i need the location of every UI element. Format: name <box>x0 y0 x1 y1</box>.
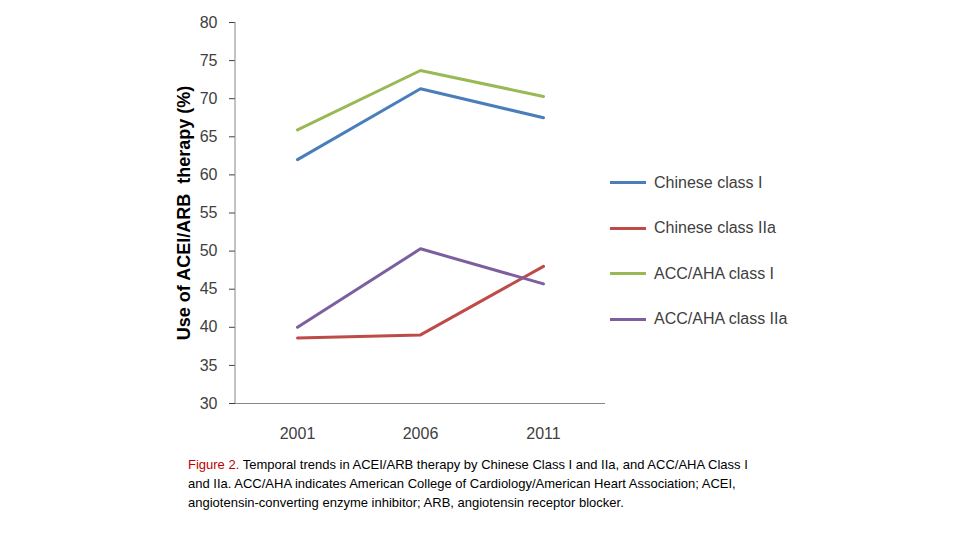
svg-text:50: 50 <box>200 242 218 259</box>
svg-text:2006: 2006 <box>403 425 439 442</box>
html-text:Chinese class I: Chinese class I <box>654 173 763 191</box>
svg-text:55: 55 <box>200 204 218 221</box>
html-text:ACC/AHA class I: ACC/AHA class I <box>654 264 774 282</box>
svg-text:35: 35 <box>200 357 218 374</box>
html-text:Chinese class IIa: Chinese class IIa <box>654 219 776 237</box>
svg-text:60: 60 <box>200 166 218 183</box>
svg-text:40: 40 <box>200 318 218 335</box>
svg-text:2001: 2001 <box>280 425 316 442</box>
svg-text:75: 75 <box>200 52 218 69</box>
svg-text:2011: 2011 <box>526 425 561 442</box>
html-text:ACC/AHA class IIa: ACC/AHA class IIa <box>654 310 788 328</box>
svg-text:65: 65 <box>200 128 218 145</box>
html-text:Figure 2. Temporal trends in A: Figure 2. Temporal trends in ACEI/ARB th… <box>188 457 748 510</box>
svg-text:80: 80 <box>200 14 218 31</box>
svg-text:70: 70 <box>200 90 218 107</box>
svg-text:45: 45 <box>200 280 218 297</box>
svg-text:30: 30 <box>200 395 218 412</box>
svg-text:Use of ACEI/ARB therapy (%): Use of ACEI/ARB therapy (%) <box>174 86 194 340</box>
